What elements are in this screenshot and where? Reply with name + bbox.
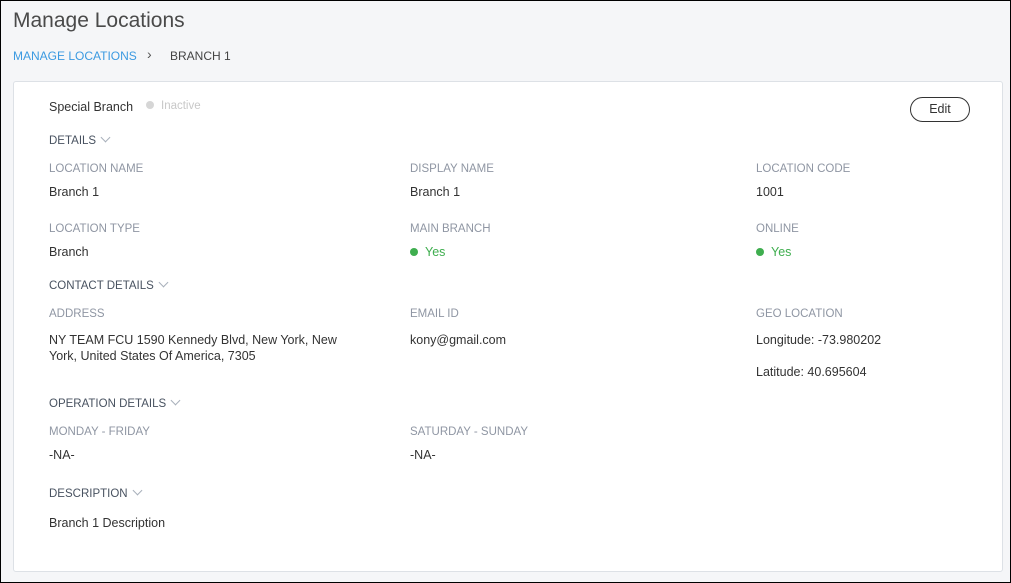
location-group-name: Special Branch (49, 100, 134, 114)
location-name-label: LOCATION NAME (49, 163, 144, 175)
main-branch-value: Yes (410, 245, 445, 259)
contact-details-section-toggle[interactable]: CONTACT DETAILS (49, 277, 169, 292)
location-type-label: LOCATION TYPE (49, 223, 140, 235)
description-section-toggle[interactable]: DESCRIPTION (49, 485, 143, 500)
page-title: Manage Locations (13, 9, 185, 32)
weekday-hours-value: -NA- (49, 448, 75, 462)
status-badge: Inactive (146, 100, 201, 112)
online-value: Yes (756, 245, 791, 259)
active-dot-icon (410, 248, 418, 256)
address-label: ADDRESS (49, 308, 105, 320)
weekday-hours-label: MONDAY - FRIDAY (49, 426, 150, 438)
location-code-value: 1001 (756, 185, 784, 199)
address-line2: York, United States Of America, 7305 (49, 349, 256, 363)
breadcrumb-current: BRANCH 1 (170, 49, 231, 63)
location-type-value: Branch (49, 245, 89, 259)
address-line1: NY TEAM FCU 1590 Kennedy Blvd, New York,… (49, 333, 337, 347)
operation-details-section-toggle[interactable]: OPERATION DETAILS (49, 395, 181, 410)
location-details-card: Special Branch Inactive Edit DETAILS LOC… (13, 81, 1003, 572)
location-code-label: LOCATION CODE (756, 163, 851, 175)
chevron-down-icon (132, 485, 143, 496)
geo-location-label: GEO LOCATION (756, 308, 843, 320)
main-branch-label: MAIN BRANCH (410, 223, 491, 235)
chevron-down-icon (100, 132, 111, 143)
email-value: kony@gmail.com (410, 333, 507, 347)
display-name-label: DISPLAY NAME (410, 163, 494, 175)
edit-button[interactable]: Edit (910, 97, 970, 122)
active-dot-icon (756, 248, 764, 256)
email-label: EMAIL ID (410, 308, 459, 320)
location-name-value: Branch 1 (49, 185, 100, 199)
chevron-down-icon (170, 395, 181, 406)
display-name-value: Branch 1 (410, 185, 461, 199)
details-section-toggle[interactable]: DETAILS (49, 132, 111, 147)
status-dot-icon (146, 101, 154, 109)
weekend-hours-label: SATURDAY - SUNDAY (410, 426, 528, 438)
weekend-hours-value: -NA- (410, 448, 436, 462)
online-label: ONLINE (756, 223, 799, 235)
description-value: Branch 1 Description (49, 516, 166, 530)
longitude-value: Longitude: -73.980202 (756, 333, 882, 347)
chevron-right-icon: › (147, 46, 152, 62)
latitude-value: Latitude: 40.695604 (756, 365, 867, 379)
breadcrumb-manage-locations[interactable]: MANAGE LOCATIONS (13, 49, 137, 63)
chevron-down-icon (158, 277, 169, 288)
